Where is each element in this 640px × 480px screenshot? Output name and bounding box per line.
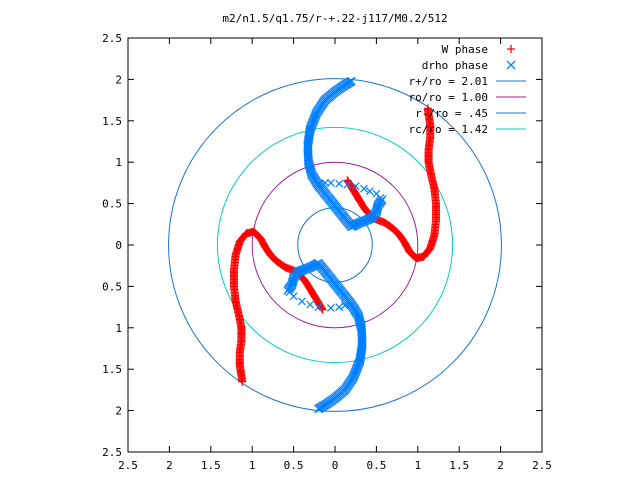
y-tick-label: 1.5 — [102, 363, 122, 376]
x-tick-label: 0 — [332, 459, 339, 472]
drho-phase-point — [347, 76, 356, 86]
drho-phase-point — [372, 189, 381, 198]
drho-phase-point — [306, 300, 315, 309]
x-tick-label: 0.5 — [366, 459, 386, 472]
y-tick-label: 0.5 — [102, 198, 122, 211]
y-tick-label: 0.5 — [102, 280, 122, 293]
drho-phase-point — [316, 179, 325, 188]
w-phase-point — [423, 104, 432, 113]
drho-phase-point — [360, 184, 368, 193]
x-tick-label: 1 — [414, 459, 421, 472]
circle-1 — [251, 161, 419, 329]
drho-phase-point — [335, 303, 344, 312]
legend-label: ro/ro = 1.00 — [409, 91, 488, 104]
y-tick-label: 2 — [115, 73, 122, 86]
drho-phase-point — [314, 303, 323, 312]
drho-phase-point — [297, 297, 306, 306]
legend: W phase drho phase r+/ro = 2.01 ro/ro = 1.0… — [409, 43, 526, 136]
legend-label: drho phase — [422, 59, 488, 72]
y-tick-label: 1.5 — [102, 115, 122, 128]
drho-phase-point — [365, 187, 374, 196]
y-tick-label: 1 — [115, 322, 122, 335]
drho-phase-point — [314, 404, 323, 414]
w-phase-point — [238, 377, 247, 386]
y-tick-label: 1 — [115, 156, 122, 169]
x-tick-label: 2 — [497, 459, 504, 472]
chart-title: m2/n1.5/q1.75/r-+.22-j117/M0.2/512 — [222, 12, 447, 25]
circle-1_42 — [216, 126, 454, 364]
x-tick-label: 0.5 — [284, 459, 304, 472]
x-tick-label: 2.5 — [532, 459, 552, 472]
drho-phase-point — [326, 178, 335, 187]
drho-phase-point — [335, 179, 344, 188]
reference-circles — [168, 78, 502, 412]
drho-phase-point — [345, 300, 354, 309]
legend-label: rc/ro = 1.42 — [409, 123, 488, 136]
drho-phase-point — [343, 180, 352, 189]
x-tick-label: 2.5 — [118, 459, 138, 472]
legend-marker — [506, 60, 516, 70]
drho-phase-point — [351, 182, 360, 191]
y-tick-label: 0 — [115, 239, 122, 252]
x-tick-label: 1.5 — [449, 459, 469, 472]
legend-marker — [507, 45, 515, 53]
x-tick-label: 1.5 — [201, 459, 221, 472]
x-tick-label: 2 — [166, 459, 173, 472]
axis-ticks: 2.5 2 1.5 1 0.5 0 0.5 1 1.5 2 2.52.521.510.500.511… — [102, 32, 552, 472]
circle-2_01 — [168, 78, 502, 412]
legend-label: r+/ro = 2.01 — [409, 75, 488, 88]
phase-points — [229, 76, 441, 414]
drho-phase-point — [326, 304, 335, 312]
y-tick-label: 2.5 — [102, 446, 122, 459]
y-tick-label: 2.5 — [102, 32, 122, 45]
drho-phase-point — [289, 292, 298, 301]
legend-label: W phase — [442, 43, 488, 56]
legend-label: r-/ro = .45 — [415, 107, 488, 120]
y-tick-label: 2 — [115, 405, 122, 418]
x-tick-label: 1 — [249, 459, 256, 472]
